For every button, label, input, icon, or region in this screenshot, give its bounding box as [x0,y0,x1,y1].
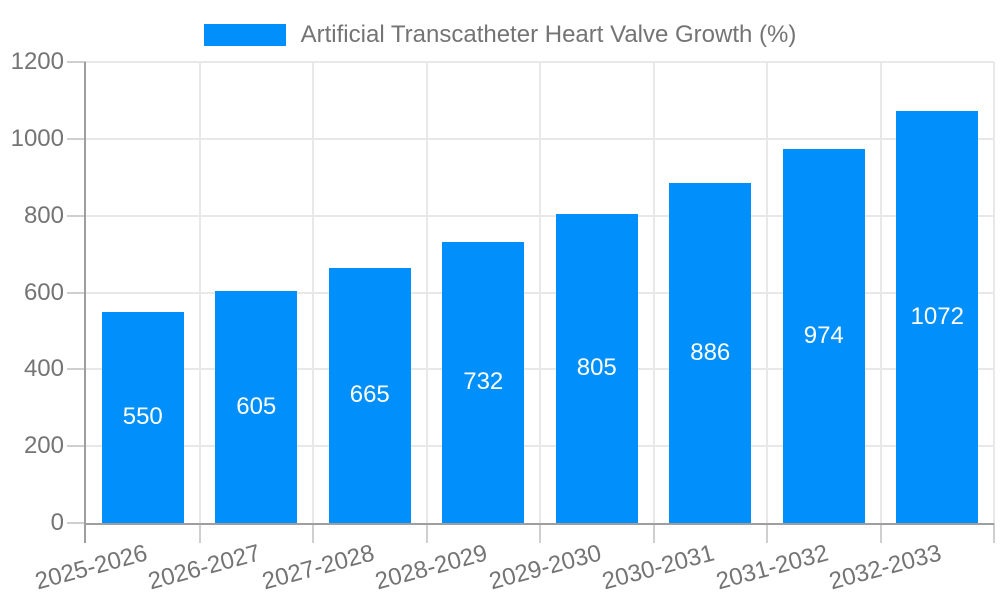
x-tick [993,523,995,543]
x-gridline [766,62,768,523]
x-axis-label: 2026-2027 [145,539,264,596]
bar[interactable] [782,148,865,523]
x-axis-label: 2031-2032 [713,539,832,596]
x-axis-line [84,523,994,525]
bar[interactable] [215,290,298,523]
bar-value-label: 732 [463,368,504,396]
y-axis-label: 600 [23,278,64,306]
x-axis-label: 2028-2029 [372,539,491,596]
legend[interactable]: Artificial Transcatheter Heart Valve Gro… [0,20,1000,50]
bar-value-label: 886 [690,338,731,366]
y-tick [67,445,86,448]
x-axis-label: 2030-2031 [599,539,718,596]
bar-value-label: 974 [803,321,844,349]
x-gridline [312,62,314,523]
y-tick [67,368,86,371]
legend-swatch-icon [203,24,286,46]
y-axis-label: 400 [23,355,64,383]
legend-label: Artificial Transcatheter Heart Valve Gro… [300,21,797,48]
y-tick [67,214,86,217]
x-axis-label: 2029-2030 [486,539,605,596]
x-tick [539,523,541,543]
x-gridline [198,62,201,523]
x-axis-label: 2025-2026 [32,539,151,596]
y-tick [67,137,86,140]
bar-value-label: 1072 [910,303,964,331]
x-gridline [879,62,882,523]
y-axis-label: 0 [50,509,64,536]
bar[interactable] [669,182,752,523]
x-tick [879,523,882,543]
x-axis-label: 2032-2033 [826,539,945,596]
bar-value-label: 665 [349,381,390,409]
bar[interactable] [896,111,979,523]
x-gridline [652,62,655,523]
y-axis-line [84,62,86,543]
x-tick [198,523,201,543]
bar-value-label: 550 [122,403,163,431]
bar[interactable] [101,311,184,523]
x-tick [652,523,655,543]
bar[interactable] [328,267,411,523]
y-axis-label: 1200 [10,48,64,75]
x-tick [312,523,314,543]
x-gridline [993,62,995,523]
bar[interactable] [555,213,638,523]
bar-value-label: 605 [236,392,277,420]
y-axis-label: 200 [23,432,64,460]
x-gridline [539,62,541,523]
y-tick [67,291,86,294]
x-axis-label: 2027-2028 [259,539,378,596]
y-tick [67,61,86,63]
bar-value-label: 805 [576,354,617,382]
y-tick [67,522,86,524]
bar[interactable] [442,241,525,523]
x-tick [766,523,768,543]
y-axis-label: 1000 [10,124,64,152]
x-gridline [425,62,428,523]
x-tick [425,523,428,543]
y-axis-label: 800 [23,201,64,229]
